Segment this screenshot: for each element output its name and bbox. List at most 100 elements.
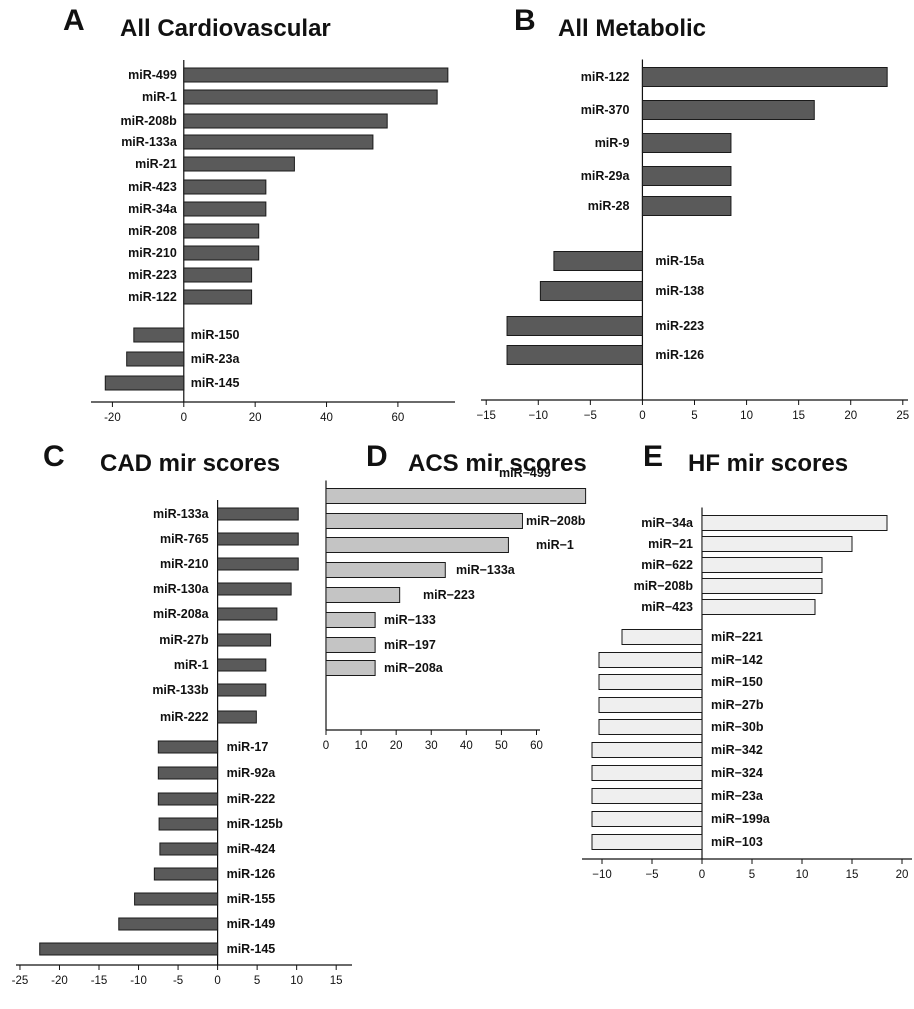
bar-label: miR−499	[499, 466, 551, 480]
bar-label: miR-210	[160, 557, 209, 571]
bar	[183, 179, 267, 195]
bar-label: miR−423	[641, 600, 693, 614]
x-tick-label: −5	[645, 869, 658, 881]
bar-label: miR-155	[227, 892, 276, 906]
bar	[183, 67, 449, 83]
bar	[118, 917, 219, 931]
bar-label: miR-208b	[121, 114, 178, 128]
x-tick-label: -25	[12, 975, 29, 987]
bar-label: miR−197	[384, 638, 436, 652]
chart-panel-e: miR−34a miR−21 miR−622 miR−208b miR−423 miR−2…	[582, 507, 912, 881]
bar	[183, 201, 267, 217]
bar	[591, 788, 703, 804]
x-tick-label: 10	[796, 869, 809, 881]
bar-label: miR-138	[655, 284, 704, 298]
bar-label: miR-23a	[191, 352, 241, 366]
panel-letter-a: A	[63, 4, 85, 37]
bar-label: miR-17	[227, 740, 269, 754]
bar	[183, 134, 374, 150]
chart-panel-d: miR−499 miR−208b miR−1 miR−133a miR−223 miR−1…	[323, 466, 587, 752]
bar-label: miR−622	[641, 558, 693, 572]
bar-label: miR-208	[128, 224, 177, 238]
bar-label: miR-424	[227, 842, 276, 856]
x-tick-label: -20	[104, 412, 121, 424]
bar	[325, 660, 376, 676]
x-tick-label: 40	[320, 412, 333, 424]
x-tick-label: 15	[330, 975, 343, 987]
x-tick-label: 10	[290, 975, 303, 987]
bar	[183, 223, 260, 239]
bar-label: miR-149	[227, 917, 276, 931]
bar-label: miR−208b	[634, 579, 694, 593]
bar-label: miR-765	[160, 532, 209, 546]
bar	[157, 766, 219, 780]
x-tick-label: 5	[691, 410, 697, 422]
bar	[159, 842, 219, 856]
bar-label: miR−103	[711, 835, 763, 849]
x-tick-label: 0	[214, 975, 220, 987]
bar-label: miR−223	[423, 588, 475, 602]
bar	[157, 792, 219, 806]
x-tick-label: -5	[173, 975, 183, 987]
bar	[217, 582, 292, 596]
bar	[641, 100, 815, 120]
x-tick-label: 20	[896, 869, 909, 881]
bar	[591, 742, 703, 758]
bar-label: miR-130a	[153, 582, 210, 596]
bar-label: miR−208a	[384, 661, 444, 675]
bar	[506, 345, 643, 365]
bar-label: miR-122	[581, 70, 630, 84]
bar	[506, 316, 643, 336]
bar	[598, 652, 703, 668]
x-tick-label: 0	[181, 412, 187, 424]
chart-panel-b: miR-122 miR-370 miR-9 miR-29a miR-28 miR-15a m…	[476, 59, 909, 422]
bar	[325, 488, 587, 504]
panel-letter-d: D	[366, 440, 388, 473]
x-tick-label: -20	[51, 975, 68, 987]
x-tick-label: 50	[495, 740, 508, 752]
bar-label: miR−23a	[711, 789, 764, 803]
panel-title-b: All Metabolic	[558, 15, 707, 42]
bar	[598, 719, 703, 735]
bar-label: miR-145	[191, 376, 240, 390]
bar-label: miR-208a	[153, 607, 210, 621]
x-tick-label: -15	[91, 975, 108, 987]
bar-label: miR-21	[135, 157, 177, 171]
bar	[598, 697, 703, 713]
bar-label: miR-133a	[121, 135, 178, 149]
bar	[553, 251, 643, 271]
bar-label: miR-133b	[152, 683, 209, 697]
bar	[183, 289, 253, 305]
bar-label: miR-223	[655, 319, 704, 333]
bar	[217, 683, 267, 697]
bar-label: miR−34a	[641, 516, 694, 530]
x-tick-label: 0	[323, 740, 329, 752]
bar-label: miR-1	[142, 90, 177, 104]
bar-label: miR−30b	[711, 720, 764, 734]
bar-label: miR-423	[128, 180, 177, 194]
bar-label: miR−342	[711, 743, 763, 757]
bar-label: miR−324	[711, 766, 763, 780]
bar	[217, 507, 299, 521]
bar	[641, 67, 888, 87]
bar	[153, 867, 219, 881]
bar	[217, 658, 267, 672]
bar-label: miR−133	[384, 613, 436, 627]
bar	[217, 633, 272, 647]
panel-title-d: ACS mir scores	[408, 450, 587, 477]
bar-label: miR−208b	[526, 514, 586, 528]
x-tick-label: 10	[740, 410, 753, 422]
bar	[134, 892, 219, 906]
bar-label: miR−142	[711, 653, 763, 667]
chart-panel-a: miR-499 miR-1 miR-208b miR-133a miR-21 miR-42…	[91, 60, 455, 424]
bar-label: miR-222	[227, 792, 276, 806]
bar-label: miR-34a	[128, 202, 178, 216]
bar	[158, 817, 219, 831]
x-tick-label: 60	[530, 740, 543, 752]
panel-title-a: All Cardiovascular	[120, 15, 331, 42]
x-tick-label: −10	[529, 410, 549, 422]
x-tick-label: 10	[355, 740, 368, 752]
bar-label: miR−27b	[711, 698, 764, 712]
x-tick-label: −5	[584, 410, 597, 422]
